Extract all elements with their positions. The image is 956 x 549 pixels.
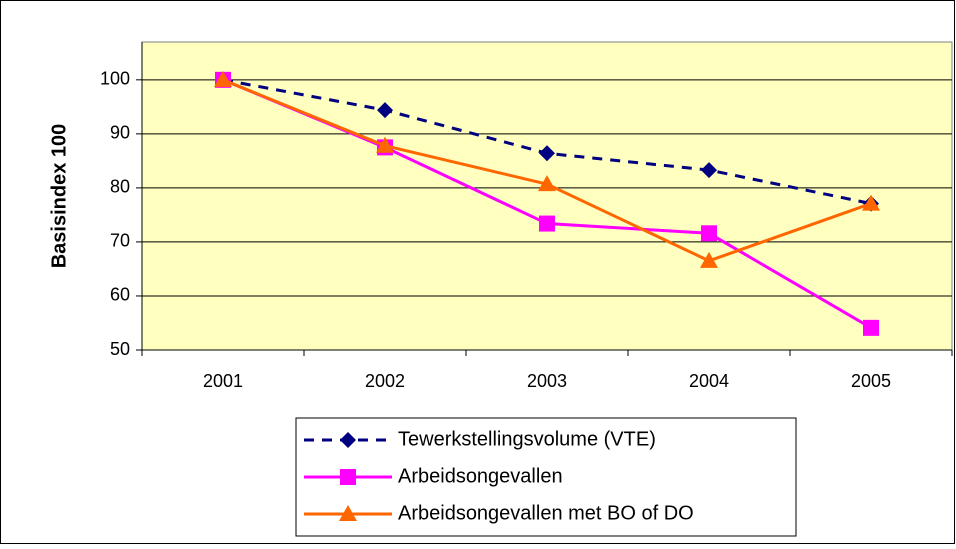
- x-tick-label: 2003: [527, 371, 567, 391]
- marker: [701, 225, 717, 242]
- marker: [863, 319, 879, 336]
- y-tick-label: 90: [110, 123, 130, 143]
- marker: [700, 251, 718, 268]
- legend-label: Tewerkstellingsvolume (VTE): [398, 428, 656, 450]
- y-axis-title: Basisindex 100: [48, 124, 70, 269]
- marker: [377, 102, 393, 119]
- legend-label: Arbeidsongevallen met BO of DO: [398, 502, 694, 524]
- x-tick-label: 2002: [365, 371, 405, 391]
- y-tick-label: 80: [110, 177, 130, 197]
- plot-area: [141, 41, 953, 351]
- marker: [538, 175, 556, 192]
- y-tick-label: 100: [100, 69, 130, 89]
- marker: [862, 194, 880, 211]
- y-tick-label: 50: [110, 339, 130, 359]
- marker: [701, 162, 717, 179]
- y-tick-label: 60: [110, 285, 130, 305]
- legend-label: Arbeidsongevallen: [398, 465, 563, 487]
- x-tick-label: 2001: [203, 371, 243, 391]
- marker: [340, 469, 356, 485]
- marker: [340, 432, 356, 448]
- x-tick-label: 2005: [851, 371, 891, 391]
- marker: [339, 505, 357, 521]
- marker: [214, 70, 232, 87]
- marker: [539, 215, 555, 232]
- x-tick-label: 2004: [689, 371, 729, 391]
- y-tick-label: 70: [110, 231, 130, 251]
- marker: [376, 136, 394, 153]
- marker: [539, 145, 555, 162]
